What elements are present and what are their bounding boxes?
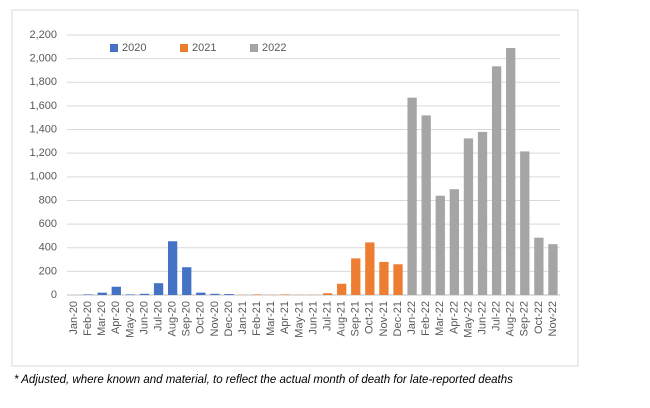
bar — [450, 189, 459, 295]
x-tick-label: Feb-22 — [420, 301, 432, 336]
x-tick-label: Mar-22 — [434, 301, 446, 336]
legend-swatch — [180, 44, 188, 52]
bar — [464, 138, 473, 295]
x-tick-label: Sep-21 — [350, 301, 362, 336]
legend-label: 2021 — [192, 42, 216, 54]
bar — [379, 262, 388, 295]
bar — [182, 267, 191, 295]
x-tick-label: Aug-22 — [505, 301, 517, 336]
x-tick-label: Jul-22 — [491, 301, 503, 331]
bar — [196, 293, 205, 295]
x-tick-label: Sep-20 — [181, 301, 193, 336]
y-tick-label: 600 — [39, 218, 57, 230]
y-tick-label: 0 — [51, 289, 57, 301]
bar — [253, 294, 262, 295]
x-tick-label: Jan-22 — [406, 301, 418, 335]
x-tick-label: Apr-20 — [110, 301, 122, 334]
y-tick-label: 400 — [39, 242, 57, 254]
bar — [520, 151, 529, 295]
x-tick-label: Sep-22 — [519, 301, 531, 336]
x-tick-label: Jun-22 — [476, 301, 488, 335]
x-tick-label: Apr-22 — [448, 301, 460, 334]
y-tick-label: 200 — [39, 265, 57, 277]
bar — [210, 294, 219, 295]
x-tick-label: Dec-21 — [392, 301, 404, 336]
x-tick-label: Feb-21 — [251, 301, 263, 336]
legend-label: 2020 — [122, 42, 146, 54]
bar — [534, 238, 543, 295]
x-tick-label: Apr-21 — [279, 301, 291, 334]
x-tick-label: Jul-21 — [321, 301, 333, 331]
bar — [126, 294, 135, 295]
x-tick-label: Jan-20 — [68, 301, 80, 335]
x-tick-label: May-21 — [293, 301, 305, 338]
x-tick-label: Jan-21 — [237, 301, 249, 335]
bar — [83, 294, 92, 295]
bar — [548, 244, 557, 295]
x-tick-label: Nov-22 — [547, 301, 559, 336]
bar — [506, 48, 515, 295]
x-tick-label: Oct-22 — [533, 301, 545, 334]
bar — [168, 241, 177, 295]
legend-label: 2022 — [262, 42, 286, 54]
x-tick-label: May-22 — [462, 301, 474, 338]
bar — [365, 242, 374, 295]
x-tick-label: Oct-20 — [195, 301, 207, 334]
x-tick-label: Dec-20 — [223, 301, 235, 336]
x-tick-label: Jun-20 — [138, 301, 150, 335]
bar — [478, 132, 487, 295]
y-tick-label: 1,600 — [29, 100, 57, 112]
x-tick-label: May-20 — [124, 301, 136, 338]
bar — [154, 283, 163, 295]
x-tick-label: Jul-20 — [152, 301, 164, 331]
bar — [337, 284, 346, 295]
x-tick-label: Oct-21 — [364, 301, 376, 334]
y-tick-label: 1,400 — [29, 123, 57, 135]
x-tick-label: Nov-20 — [209, 301, 221, 336]
y-tick-label: 1,800 — [29, 76, 57, 88]
y-tick-label: 800 — [39, 194, 57, 206]
x-tick-label: Aug-20 — [167, 301, 179, 336]
y-tick-label: 1,200 — [29, 147, 57, 159]
bar — [436, 196, 445, 295]
x-tick-label: Feb-20 — [82, 301, 94, 336]
x-tick-label: Jun-21 — [307, 301, 319, 335]
x-tick-label: Mar-21 — [265, 301, 277, 336]
bar — [492, 66, 501, 295]
bar — [281, 294, 290, 295]
legend-swatch — [110, 44, 118, 52]
x-tick-label: Mar-20 — [96, 301, 108, 336]
y-tick-label: 1,000 — [29, 171, 57, 183]
footnote: * Adjusted, where known and material, to… — [14, 374, 513, 386]
bar — [407, 98, 416, 295]
y-tick-label: 2,200 — [29, 29, 57, 41]
legend-swatch — [250, 44, 258, 52]
x-tick-label: Aug-21 — [336, 301, 348, 336]
bar — [323, 293, 332, 295]
bar — [140, 294, 149, 295]
y-tick-label: 2,000 — [29, 53, 57, 65]
bar — [422, 115, 431, 295]
bar — [224, 294, 233, 295]
x-tick-label: Nov-21 — [378, 301, 390, 336]
bar — [393, 264, 402, 295]
bar — [351, 258, 360, 295]
bar — [112, 287, 121, 295]
bar — [98, 293, 107, 295]
